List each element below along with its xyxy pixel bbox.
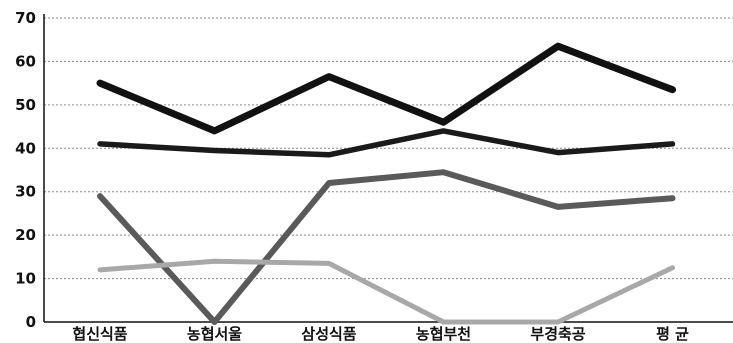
series-3-point-5 bbox=[671, 196, 675, 200]
x-category-label-1: 농협서울 bbox=[187, 325, 242, 343]
series-2-point-5 bbox=[671, 142, 675, 146]
y-tick-label-20: 20 bbox=[15, 226, 36, 244]
series-1-point-4 bbox=[556, 44, 560, 48]
series-4-point-0 bbox=[98, 268, 102, 272]
y-tick-label-60: 60 bbox=[15, 52, 36, 70]
y-tick-label-70: 70 bbox=[15, 9, 36, 27]
x-category-label-5: 평 균 bbox=[656, 325, 689, 343]
series-2-point-0 bbox=[98, 142, 102, 146]
axis-layer bbox=[43, 14, 733, 323]
x-category-label-0: 협신식품 bbox=[72, 325, 127, 343]
series-1-point-3 bbox=[442, 120, 446, 124]
series-2-point-4 bbox=[556, 151, 560, 155]
series-1-point-5 bbox=[671, 88, 675, 92]
series-2-point-1 bbox=[213, 148, 217, 152]
series-2-point-3 bbox=[442, 129, 446, 133]
series-1-point-0 bbox=[98, 81, 102, 85]
series-4-point-3 bbox=[442, 320, 446, 324]
y-tick-label-10: 10 bbox=[15, 270, 36, 288]
series-3-point-1 bbox=[213, 320, 217, 324]
x-category-label-3: 농협부천 bbox=[416, 325, 471, 343]
series-1-point-2 bbox=[327, 75, 331, 79]
series-2-point-2 bbox=[327, 153, 331, 157]
x-category-label-2: 삼성식품 bbox=[301, 325, 356, 343]
y-tick-label-0: 0 bbox=[26, 313, 36, 331]
series-4-point-4 bbox=[556, 320, 560, 324]
series-line-1 bbox=[96, 42, 676, 135]
series-1-point-1 bbox=[213, 129, 217, 133]
series-3-point-2 bbox=[327, 181, 331, 185]
series-4-point-2 bbox=[327, 261, 331, 265]
y-tick-label-30: 30 bbox=[15, 183, 36, 201]
label-layer: 0 10 20 30 40 50 60 70 협신식품 농협서울 삼성식품 농협부천 부경축공 평 균 bbox=[15, 9, 689, 343]
series-3-point-0 bbox=[98, 194, 102, 198]
x-category-label-4: 부경축공 bbox=[530, 325, 585, 343]
y-tick-label-40: 40 bbox=[15, 139, 36, 157]
series-3-point-4 bbox=[556, 205, 560, 209]
series-4-point-1 bbox=[213, 259, 217, 263]
series-layer bbox=[96, 42, 676, 325]
grid-layer bbox=[44, 17, 733, 280]
series-4-point-5 bbox=[671, 266, 675, 270]
series-line-3 bbox=[97, 169, 676, 325]
series-3-point-3 bbox=[442, 170, 446, 174]
y-tick-label-50: 50 bbox=[15, 96, 36, 114]
series-line-4 bbox=[97, 258, 675, 325]
series-line-2 bbox=[97, 128, 676, 158]
